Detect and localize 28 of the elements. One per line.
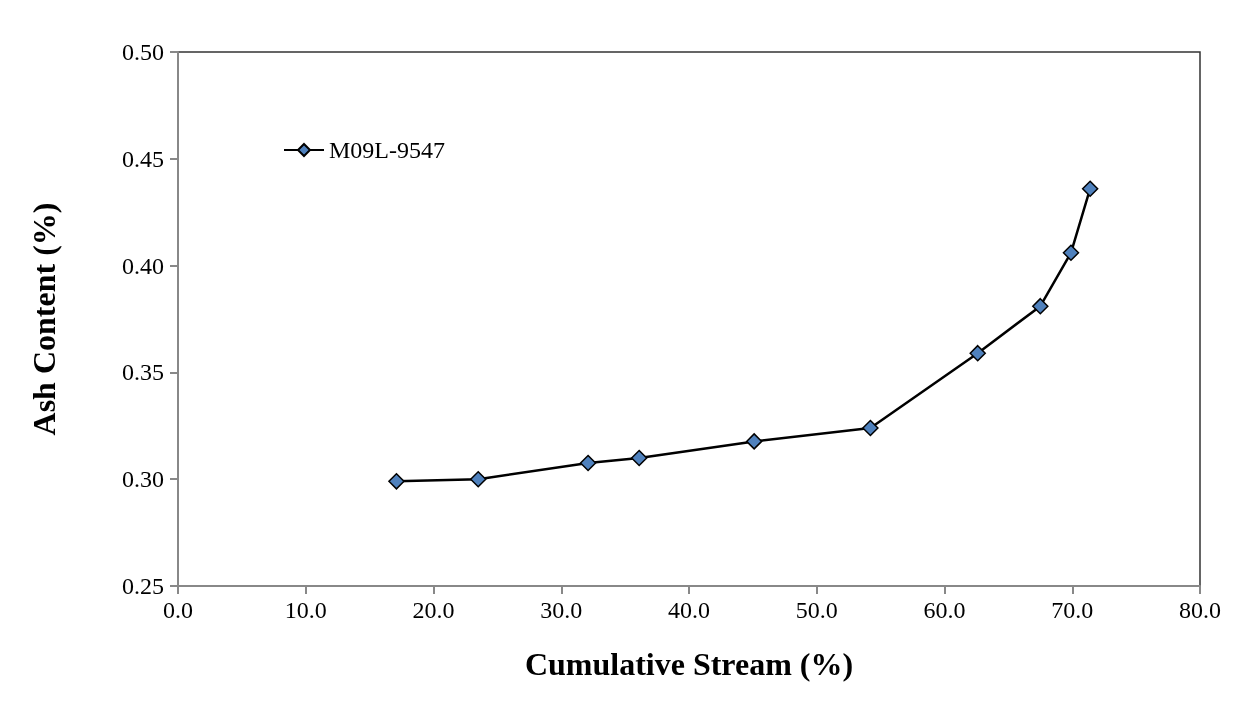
x-tick-label: 40.0: [668, 597, 710, 623]
x-tick-label: 20.0: [412, 597, 455, 623]
point: [969, 344, 986, 362]
x-tick-label: 80.0: [1179, 597, 1221, 623]
y-tick-label: 0.35: [122, 359, 164, 386]
point: [1062, 244, 1080, 262]
x-tick-label: 0.0: [163, 597, 193, 623]
y-tick-label: 0.40: [122, 252, 164, 279]
point: [469, 470, 487, 488]
y-tick-label: 0.25: [122, 573, 164, 599]
x-tick-label: 50.0: [795, 597, 838, 623]
x-axis-title: Cumulative Stream (%): [524, 646, 854, 682]
y-tick-label: 0.30: [122, 466, 164, 493]
legend-label: M09L-9547: [329, 137, 445, 163]
point: [630, 449, 648, 467]
point: [579, 454, 597, 472]
x-tick-label: 70.0: [1051, 597, 1094, 623]
point: [745, 433, 763, 450]
y-tick-label: 0.50: [122, 39, 164, 65]
x-tick-label: 10.0: [284, 597, 327, 623]
point: [388, 473, 405, 490]
x-tick-label: 60.0: [923, 597, 966, 623]
x-tick-label: 30.0: [540, 597, 583, 623]
point: [862, 419, 879, 437]
point: [1081, 180, 1099, 197]
y-tick-label: 0.45: [122, 145, 164, 172]
point: [1032, 297, 1049, 315]
y-axis-title: Ash Content (%): [26, 202, 62, 436]
